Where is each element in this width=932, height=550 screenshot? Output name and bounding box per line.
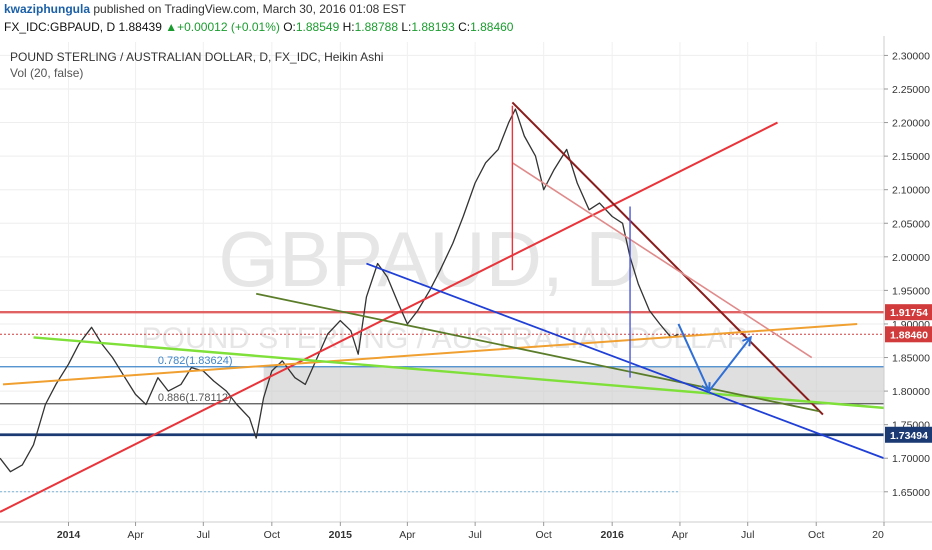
x-tick-label: Oct <box>535 529 551 541</box>
x-tick-label: Apr <box>399 529 416 541</box>
x-tick-label: Oct <box>264 529 280 541</box>
fib-zone <box>263 366 884 404</box>
price-label-box <box>885 426 932 443</box>
fib-label: 0.782(1.83624) <box>158 355 233 367</box>
x-tick-label: Oct <box>808 529 824 541</box>
y-tick-label: 2.25000 <box>892 84 930 96</box>
chart-background <box>0 36 932 550</box>
trendline <box>511 162 813 359</box>
close-label: C: <box>458 20 471 34</box>
x-tick-label: Apr <box>127 529 144 541</box>
up-arrow-icon: ▲ <box>165 20 178 34</box>
trendline <box>256 292 820 413</box>
y-tick-label: 1.85000 <box>892 353 930 365</box>
y-tick-label: 2.30000 <box>892 50 930 62</box>
y-tick-label: 2.05000 <box>892 218 930 230</box>
high-label: H: <box>342 20 355 34</box>
y-tick-label: 2.15000 <box>892 151 930 163</box>
fib-label: 0.886(1.78112) <box>158 392 232 404</box>
x-tick-label: 2015 <box>329 529 353 541</box>
x-tick-label: 20 <box>872 529 884 541</box>
publisher-username[interactable]: kwaziphungula <box>4 2 91 16</box>
y-tick-label: 1.65000 <box>892 487 930 499</box>
volume-indicator[interactable]: Vol (20, false) <box>10 66 84 80</box>
low-value: 1.88193 <box>411 20 455 34</box>
trendline <box>33 336 884 410</box>
quote-header: FX_IDC:GBPAUD, D 1.88439 ▲+0.00012 (+0.0… <box>0 18 932 36</box>
trendline <box>511 101 824 416</box>
symbol-label: FX_IDC:GBPAUD, D <box>4 20 116 34</box>
y-tick-label: 2.10000 <box>892 185 930 197</box>
price-label: 1.91754 <box>890 307 928 319</box>
pane-title: POUND STERLING / AUSTRALIAN DOLLAR, D, F… <box>10 50 384 64</box>
open-value: 1.88549 <box>295 20 340 34</box>
publish-info: published on TradingView.com, March 30, … <box>90 2 406 16</box>
open-label: O: <box>283 20 296 34</box>
price-label: 1.88460 <box>890 329 928 341</box>
trendline <box>2 322 858 386</box>
x-tick-label: Jul <box>468 529 481 541</box>
y-tick-label: 1.95000 <box>892 285 930 297</box>
y-tick-label: 1.70000 <box>892 453 930 465</box>
last-price: 1.88439 <box>118 20 162 34</box>
publish-header: kwaziphungula published on TradingView.c… <box>0 0 932 18</box>
x-tick-label: 2016 <box>600 529 624 541</box>
low-label: L: <box>401 20 412 34</box>
price-label-box <box>885 326 932 343</box>
x-tick-label: Jul <box>197 529 210 541</box>
y-tick-label: 1.80000 <box>892 386 930 398</box>
projection-arrow-head <box>742 335 752 347</box>
trendline <box>0 121 778 513</box>
price-label: 1.73494 <box>890 430 928 442</box>
y-tick-label: 2.00000 <box>892 252 930 264</box>
projection-arrow-head <box>701 382 711 393</box>
x-tick-label: 2014 <box>57 529 81 541</box>
trendline <box>366 262 884 460</box>
change-value: +0.00012 (+0.01%) <box>177 20 280 34</box>
high-value: 1.88788 <box>354 20 398 34</box>
x-tick-label: Apr <box>672 529 689 541</box>
y-tick-label: 2.20000 <box>892 118 930 130</box>
x-tick-label: Jul <box>741 529 754 541</box>
price-label-box <box>885 304 932 321</box>
close-value: 1.88460 <box>470 20 514 34</box>
